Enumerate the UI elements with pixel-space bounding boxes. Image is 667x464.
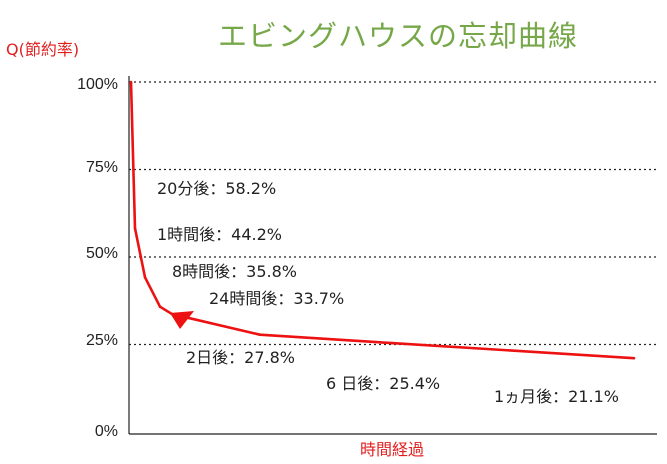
annotation-24hour: 24時間後：33.7% xyxy=(209,289,344,308)
data-point xyxy=(258,333,262,337)
forgetting-curve-series xyxy=(129,80,636,360)
data-point xyxy=(133,227,137,230)
annotation-1month: 1ヵ月後：21.1% xyxy=(494,387,619,406)
pointer-arrow-icon xyxy=(170,311,194,329)
data-point xyxy=(158,305,162,309)
data-point xyxy=(632,356,636,360)
data-point xyxy=(129,80,133,84)
annotation-1hour: 1時間後：44.2% xyxy=(157,225,282,244)
chart-title: エビングハウスの忘却曲線 xyxy=(218,19,578,53)
annotation-2day: 2日後：27.8% xyxy=(186,348,295,367)
annotation-8hour: 8時間後：35.8% xyxy=(172,262,297,281)
data-point xyxy=(143,276,147,279)
x-axis-label: 時間経過 xyxy=(360,440,424,459)
gridlines xyxy=(129,81,657,346)
annotation-20min: 20分後：58.2% xyxy=(157,179,276,198)
data-point xyxy=(390,341,394,345)
y-tick-label: 0% xyxy=(95,423,118,440)
y-axis-label: Q(節約率) xyxy=(6,40,79,59)
annotation-6day: 6 日後：25.4% xyxy=(326,374,440,393)
y-tick-label: 25% xyxy=(86,332,118,349)
y-tick-label: 50% xyxy=(86,245,118,262)
curve-line xyxy=(129,81,635,360)
y-tick-label: 100% xyxy=(77,76,118,93)
y-tick-label: 75% xyxy=(86,159,118,176)
